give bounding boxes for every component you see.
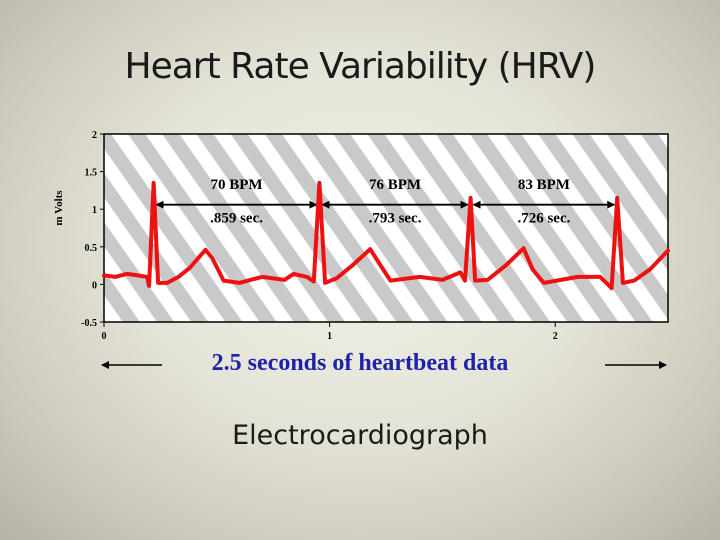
x-tick-label: 1 xyxy=(327,331,332,342)
slide-title: Heart Rate Variability (HRV) xyxy=(124,46,597,87)
x-tick-label: 0 xyxy=(102,331,107,342)
y-tick-label: 0 xyxy=(92,280,97,291)
y-tick-label: 0.5 xyxy=(85,243,98,254)
caption-arrows xyxy=(101,361,667,369)
y-tick-label: 2 xyxy=(92,130,97,141)
interval-seconds-label: .726 sec. xyxy=(517,211,570,227)
x-axis-ticks: 0 1 2 xyxy=(102,322,558,342)
chart-caption: 2.5 seconds of heartbeat data xyxy=(211,350,509,376)
interval-seconds-label: .859 sec. xyxy=(210,211,263,227)
interval-annotations: 70 BPM .859 sec. 76 BPM .793 sec. 83 BPM .726… xyxy=(155,177,616,227)
slide-subtitle: Electrocardiograph xyxy=(232,420,488,451)
y-tick-label: -0.5 xyxy=(81,318,97,329)
bpm-label: 76 BPM xyxy=(369,177,421,193)
y-tick-label: 1.5 xyxy=(85,168,98,179)
y-axis-ticks: 2 1.5 1 0.5 0 -0.5 xyxy=(81,130,104,329)
x-tick-label: 2 xyxy=(553,331,558,342)
interval-seconds-label: .793 sec. xyxy=(369,211,422,227)
bpm-label: 83 BPM xyxy=(518,177,570,193)
ecg-trace-line xyxy=(102,180,670,291)
y-tick-label: 1 xyxy=(92,205,97,216)
y-axis-label: m Volts xyxy=(53,190,65,226)
bpm-label: 70 BPM xyxy=(211,177,263,193)
plot-background xyxy=(103,133,669,323)
